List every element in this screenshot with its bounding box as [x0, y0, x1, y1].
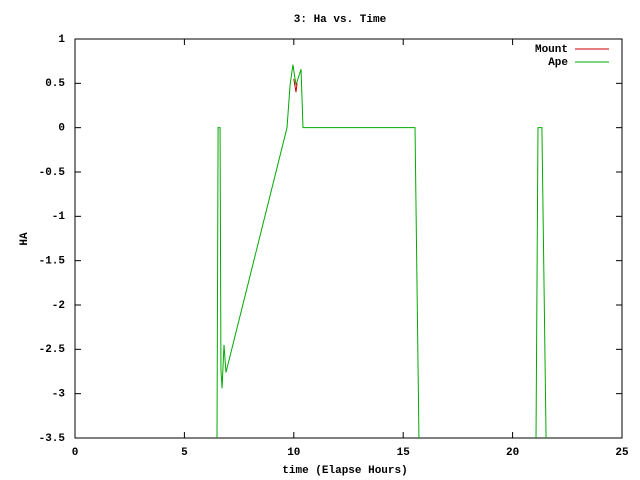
y-tick-label: -1.5: [39, 256, 66, 268]
y-tick-label: -3.5: [39, 433, 66, 445]
series-line: [293, 78, 298, 93]
plot-frame: [74, 38, 623, 439]
y-tick-label: -0.5: [39, 167, 66, 179]
x-axis-label: time (Elapse Hours): [282, 465, 407, 477]
y-tick-label: 0.5: [45, 78, 65, 90]
y-tick-label: -1: [52, 211, 66, 223]
y-tick-label: 0: [58, 123, 65, 135]
legend-label: Mount: [535, 44, 568, 56]
y-tick-label: 1: [58, 34, 65, 46]
y-axis-label: HA: [19, 232, 31, 246]
legend-label: Ape: [548, 57, 568, 69]
y-tick-label: -2.5: [39, 344, 66, 356]
y-tick-label: -2: [52, 300, 65, 312]
y-tick-label: -3: [52, 389, 66, 401]
x-tick-label: 0: [72, 447, 79, 459]
x-tick-label: 25: [615, 447, 629, 459]
x-tick-label: 20: [506, 447, 519, 459]
x-tick-label: 10: [287, 447, 300, 459]
series-line: [216, 64, 547, 439]
chart-title: 3: Ha vs. Time: [294, 14, 387, 26]
x-tick-label: 15: [397, 447, 411, 459]
x-tick-label: 5: [181, 447, 188, 459]
